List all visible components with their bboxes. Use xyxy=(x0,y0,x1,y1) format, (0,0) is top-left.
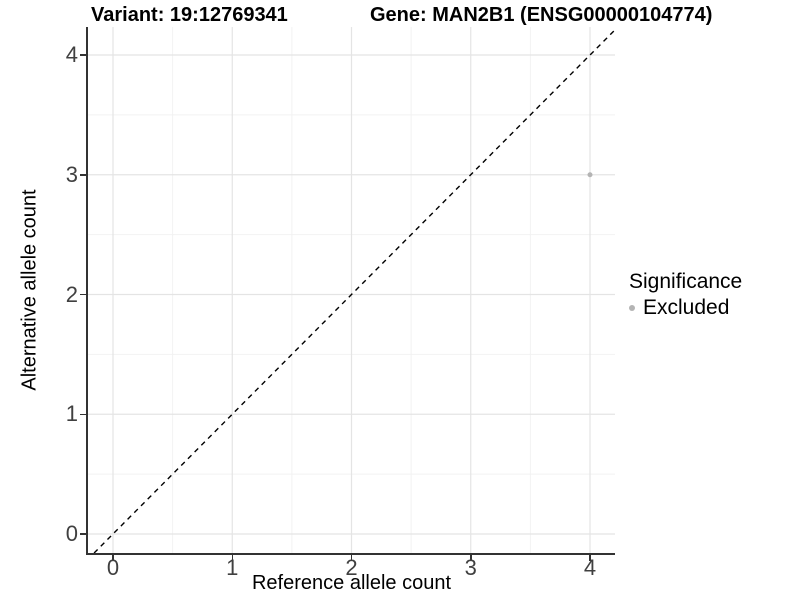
x-tick-mark-2 xyxy=(350,555,353,561)
y-tick-label-1: 1 xyxy=(65,401,78,427)
y-tick-mark-4 xyxy=(80,54,86,56)
x-tick-mark-4 xyxy=(589,555,591,561)
x-tick-label-4: 4 xyxy=(583,555,597,580)
x-tick-label-0: 0 xyxy=(106,555,120,580)
excluded-marker-icon xyxy=(629,305,635,311)
x-tick-label-3: 3 xyxy=(464,555,477,580)
variant-title: Variant: 19:12769341 xyxy=(91,4,288,26)
legend-item-excluded: Excluded xyxy=(629,296,742,320)
legend: Significance Excluded xyxy=(629,270,742,320)
y-tick-label-0: 0 xyxy=(65,521,78,546)
x-tick-label-1: 1 xyxy=(226,555,239,580)
x-tick-mark-3 xyxy=(470,555,472,561)
y-axis-line xyxy=(86,27,88,555)
y-tick-label-4: 4 xyxy=(65,42,78,67)
legend-title: Significance xyxy=(629,270,743,293)
x-axis-line xyxy=(86,553,615,555)
x-tick-label-2: 2 xyxy=(345,555,358,580)
x-axis-title: Reference allele count xyxy=(251,572,451,594)
y-tick-mark-0 xyxy=(80,533,86,535)
y-tick-mark-3 xyxy=(80,174,86,176)
plot-panel xyxy=(88,27,616,554)
y-tick-label-3: 3 xyxy=(65,161,78,187)
x-tick-mark-1 xyxy=(231,555,233,561)
y-tick-mark-2 xyxy=(80,293,86,296)
y-tick-mark-1 xyxy=(80,413,86,415)
plot-canvas xyxy=(88,27,616,554)
x-tick-mark-0 xyxy=(112,555,114,561)
data-point-excluded xyxy=(587,172,593,178)
gene-title: Gene: MAN2B1 (ENSG00000104774) xyxy=(370,4,713,26)
legend-item-label: Excluded xyxy=(643,296,730,319)
y-tick-label-2: 2 xyxy=(65,281,78,307)
